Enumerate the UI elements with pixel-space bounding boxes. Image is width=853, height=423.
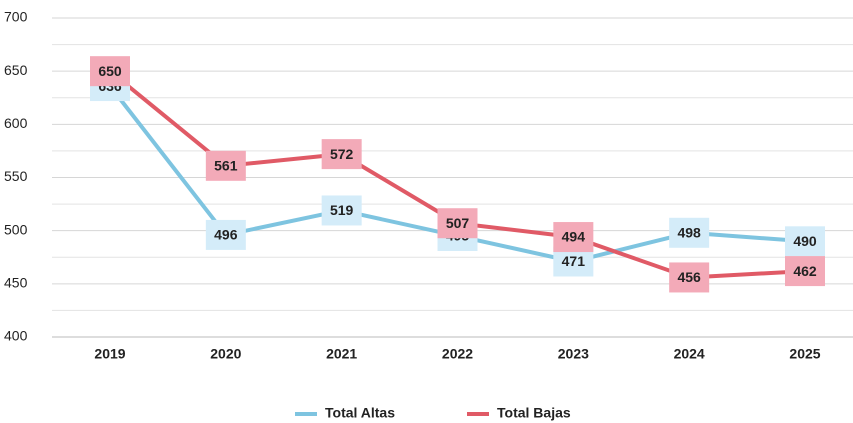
data-label: 490	[793, 233, 817, 249]
data-label-box	[553, 222, 594, 253]
x-tick-label: 2023	[558, 346, 589, 362]
data-label-box	[437, 208, 478, 239]
data-label: 498	[677, 224, 701, 240]
x-tick-label: 2021	[326, 346, 357, 362]
data-label-box	[785, 256, 825, 287]
data-label-box	[205, 219, 246, 250]
data-label-box	[321, 195, 362, 226]
y-tick-label: 500	[4, 221, 28, 237]
data-label: 462	[793, 263, 817, 279]
data-label: 456	[677, 269, 701, 285]
y-tick-label: 600	[4, 115, 28, 131]
y-tick-label: 450	[4, 275, 28, 291]
data-label-box	[669, 217, 710, 248]
x-tick-label: 2020	[210, 346, 241, 362]
y-tick-label: 700	[4, 9, 28, 25]
data-label-box	[785, 226, 825, 257]
y-tick-label: 400	[4, 328, 28, 344]
data-label: 471	[562, 253, 586, 269]
data-label-box	[205, 150, 246, 181]
x-tick-label: 2022	[442, 346, 473, 362]
legend-label: Total Altas	[325, 405, 395, 421]
data-label-box	[321, 139, 362, 170]
data-label-box	[90, 56, 130, 87]
y-tick-label: 650	[4, 62, 28, 78]
data-label-box	[669, 262, 710, 293]
data-label: 561	[214, 158, 238, 174]
data-label: 650	[98, 63, 122, 79]
data-label: 519	[330, 202, 354, 218]
x-tick-label: 2025	[789, 346, 820, 362]
data-label: 496	[214, 227, 238, 243]
data-label: 507	[446, 215, 470, 231]
data-label: 572	[330, 146, 354, 162]
legend-label: Total Bajas	[497, 405, 571, 421]
y-tick-label: 550	[4, 168, 28, 184]
x-tick-label: 2024	[674, 346, 705, 362]
x-tick-label: 2019	[94, 346, 125, 362]
data-label: 494	[562, 229, 586, 245]
